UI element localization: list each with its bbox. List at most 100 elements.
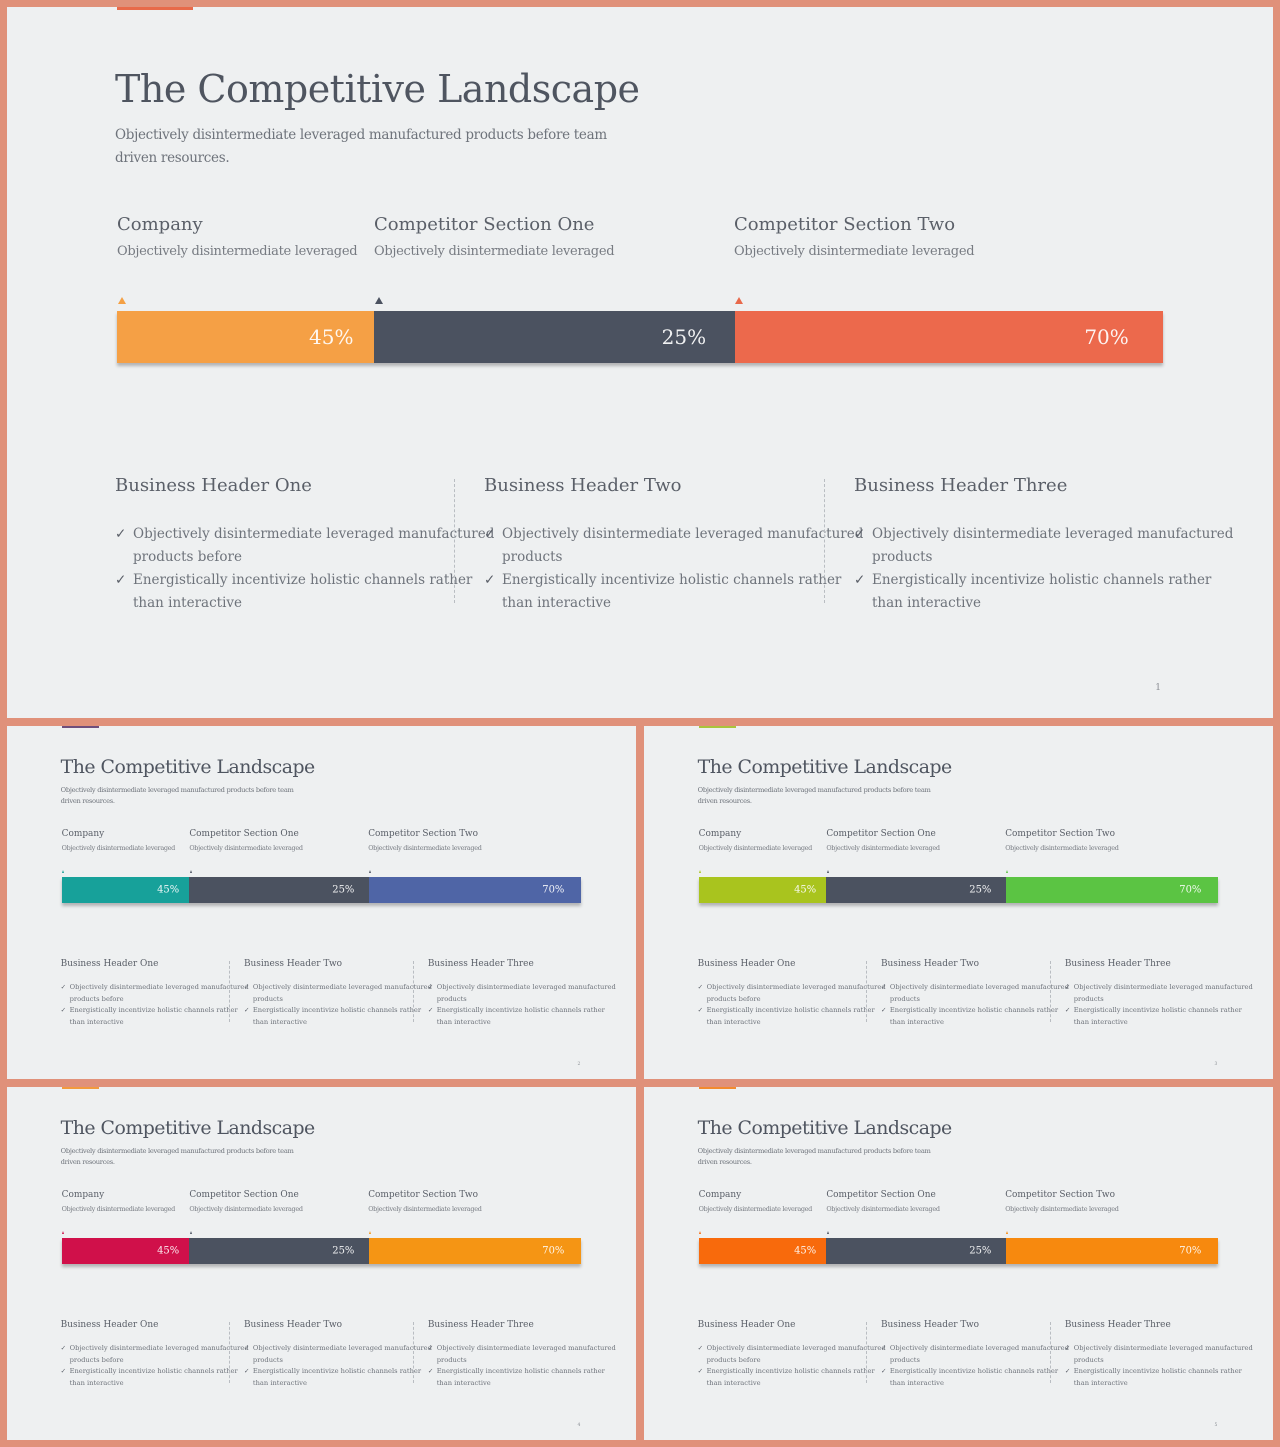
business-header: Business Header Three (1064, 1319, 1171, 1330)
slide-subtitle-line: Objectively disintermediate leveraged ma… (697, 785, 931, 794)
bullet-text-line: Energistically incentivize holistic chan… (706, 1367, 875, 1376)
comparison-column-heading: Competitor Section Two (368, 1189, 478, 1200)
business-bullet-item: ✓ Energistically incentivize holistic cha… (244, 1005, 432, 1028)
bar-segment-percent: 70% (1179, 884, 1202, 896)
checkmark-icon: ✓ (115, 572, 127, 588)
business-bullet-item: ✓ Energistically incentivize holistic cha… (881, 1366, 1069, 1389)
bullet-text-line: Objectively disintermediate leveraged ma… (889, 1344, 1069, 1353)
triangle-marker-icon (62, 1231, 65, 1235)
checkmark-icon: ✓ (880, 1367, 887, 1376)
bullet-text-line: products (872, 549, 933, 565)
business-bullet-list: ✓ Objectively disintermediate leveraged m… (881, 1343, 1069, 1389)
bar-segment-percent: 45% (157, 1245, 180, 1257)
column-divider (866, 1321, 868, 1384)
checkmark-icon: ✓ (697, 1344, 704, 1353)
bar-segment: 45% (61, 877, 190, 903)
comparison-column-text: Objectively disintermediate leveraged (734, 244, 975, 259)
slide-3[interactable]: The Competitive Landscape Objectively dis… (644, 726, 1273, 1079)
bar-segment-percent: 25% (332, 884, 355, 896)
comparison-column-text: Objectively disintermediate leveraged (374, 244, 615, 259)
business-bullet-list: ✓ Objectively disintermediate leveraged m… (484, 523, 863, 615)
bullet-text-line: than interactive (706, 1017, 761, 1026)
bullet-text-line: than interactive (436, 1017, 491, 1026)
comparison-column-heading: Competitor Section One (374, 214, 595, 235)
business-bullet-item: ✓ Objectively disintermediate leveraged m… (115, 523, 494, 569)
bullet-text-line: Objectively disintermediate leveraged ma… (706, 1344, 886, 1353)
bullet-text-line: Energistically incentivize holistic chan… (436, 1006, 605, 1015)
business-bullet-item: ✓ Objectively disintermediate leveraged m… (881, 1343, 1069, 1366)
bullet-text-line: products (1073, 994, 1104, 1003)
business-bullet-item: ✓ Energistically incentivize holistic cha… (484, 569, 863, 615)
bullet-text-line: Objectively disintermediate leveraged ma… (436, 983, 616, 992)
checkmark-icon: ✓ (427, 983, 434, 992)
slide-subtitle-line: driven resources. (697, 797, 752, 806)
bullet-text-line: Energistically incentivize holistic chan… (69, 1006, 238, 1015)
bullet-text-line: products before (69, 994, 124, 1003)
bar-segment: 25% (826, 1238, 1006, 1264)
bullet-text-line: Energistically incentivize holistic chan… (252, 1367, 422, 1376)
bar-segment: 45% (117, 311, 374, 363)
business-bullet-list: ✓ Objectively disintermediate leveraged m… (1065, 1343, 1253, 1389)
bar-segment: 45% (698, 1238, 827, 1264)
checkmark-icon: ✓ (880, 983, 887, 992)
bar-segment-percent: 25% (969, 1245, 992, 1257)
bar-segment: 25% (826, 877, 1006, 903)
checkmark-icon: ✓ (697, 1006, 704, 1015)
business-header: Business Header Three (427, 1319, 534, 1330)
comparison-column-heading: Competitor Section Two (734, 214, 956, 235)
slide-page-number: 3 (1214, 1061, 1218, 1067)
business-header: Business Header Two (243, 1319, 343, 1330)
column-divider (824, 479, 825, 603)
bullet-text-line: Energistically incentivize holistic chan… (436, 1367, 605, 1376)
slide-2[interactable]: The Competitive Landscape Objectively dis… (7, 726, 636, 1079)
bullet-text-line: Energistically incentivize holistic chan… (133, 572, 473, 588)
bullet-text-line: Energistically incentivize holistic chan… (1073, 1006, 1242, 1015)
checkmark-icon: ✓ (1064, 1367, 1071, 1376)
bullet-text-line: products (436, 994, 467, 1003)
slide-accent-line (698, 1087, 737, 1089)
business-header: Business Header One (697, 958, 796, 969)
business-bullet-item: ✓ Energistically incentivize holistic cha… (61, 1366, 249, 1389)
bullet-text-line: Energistically incentivize holistic chan… (889, 1367, 1059, 1376)
slide-subtitle-line: Objectively disintermediate leveraged ma… (60, 1146, 294, 1155)
comparison-column-heading: Competitor Section One (189, 828, 299, 839)
slide-page-number: 2 (577, 1061, 581, 1067)
slide-title: The Competitive Landscape (697, 755, 953, 778)
slide-5[interactable]: The Competitive Landscape Objectively dis… (644, 1087, 1273, 1440)
business-bullet-item: ✓ Objectively disintermediate leveraged m… (244, 982, 432, 1005)
triangle-marker-icon (735, 297, 743, 304)
business-bullet-item: ✓ Objectively disintermediate leveraged m… (428, 982, 616, 1005)
slide-subtitle-line: Objectively disintermediate leveraged ma… (115, 127, 607, 143)
slide-subtitle-line: Objectively disintermediate leveraged ma… (697, 1146, 931, 1155)
slide-1[interactable]: The Competitive Landscape Objectively dis… (7, 7, 1273, 718)
comparison-bar: 45% 25% 70% (698, 877, 1219, 903)
bullet-text-line: Energistically incentivize holistic chan… (706, 1006, 875, 1015)
bullet-text-line: than interactive (133, 595, 243, 611)
slide-page-number: 1 (1155, 683, 1161, 693)
triangle-marker-icon (62, 870, 65, 874)
business-bullet-item: ✓ Energistically incentivize holistic cha… (115, 569, 494, 615)
slide-page-number: 4 (577, 1422, 581, 1428)
bar-segment: 25% (189, 1238, 369, 1264)
comparison-column-heading: Competitor Section One (826, 828, 936, 839)
business-bullet-list: ✓ Objectively disintermediate leveraged m… (854, 523, 1233, 615)
business-bullet-list: ✓ Objectively disintermediate leveraged m… (428, 982, 616, 1028)
business-bullet-item: ✓ Objectively disintermediate leveraged m… (484, 523, 863, 569)
bar-segment-percent: 45% (309, 325, 354, 349)
checkmark-icon: ✓ (1064, 983, 1071, 992)
business-bullet-item: ✓ Energistically incentivize holistic cha… (1065, 1366, 1253, 1389)
business-bullet-item: ✓ Objectively disintermediate leveraged m… (881, 982, 1069, 1005)
triangle-marker-icon (826, 1231, 829, 1235)
bar-segment-percent: 45% (157, 884, 180, 896)
business-bullet-item: ✓ Objectively disintermediate leveraged m… (61, 1343, 249, 1366)
comparison-bar: 45% 25% 70% (117, 311, 1163, 363)
slide-accent-line (61, 726, 100, 728)
checkmark-icon: ✓ (243, 983, 250, 992)
business-bullet-item: ✓ Objectively disintermediate leveraged m… (698, 982, 886, 1005)
comparison-column-text: Objectively disintermediate leveraged (61, 1204, 176, 1213)
comparison-column-heading: Company (61, 1189, 105, 1200)
slide-4[interactable]: The Competitive Landscape Objectively dis… (7, 1087, 636, 1440)
checkmark-icon: ✓ (484, 572, 496, 588)
column-divider (1049, 960, 1051, 1023)
business-bullet-item: ✓ Energistically incentivize holistic cha… (1065, 1005, 1253, 1028)
